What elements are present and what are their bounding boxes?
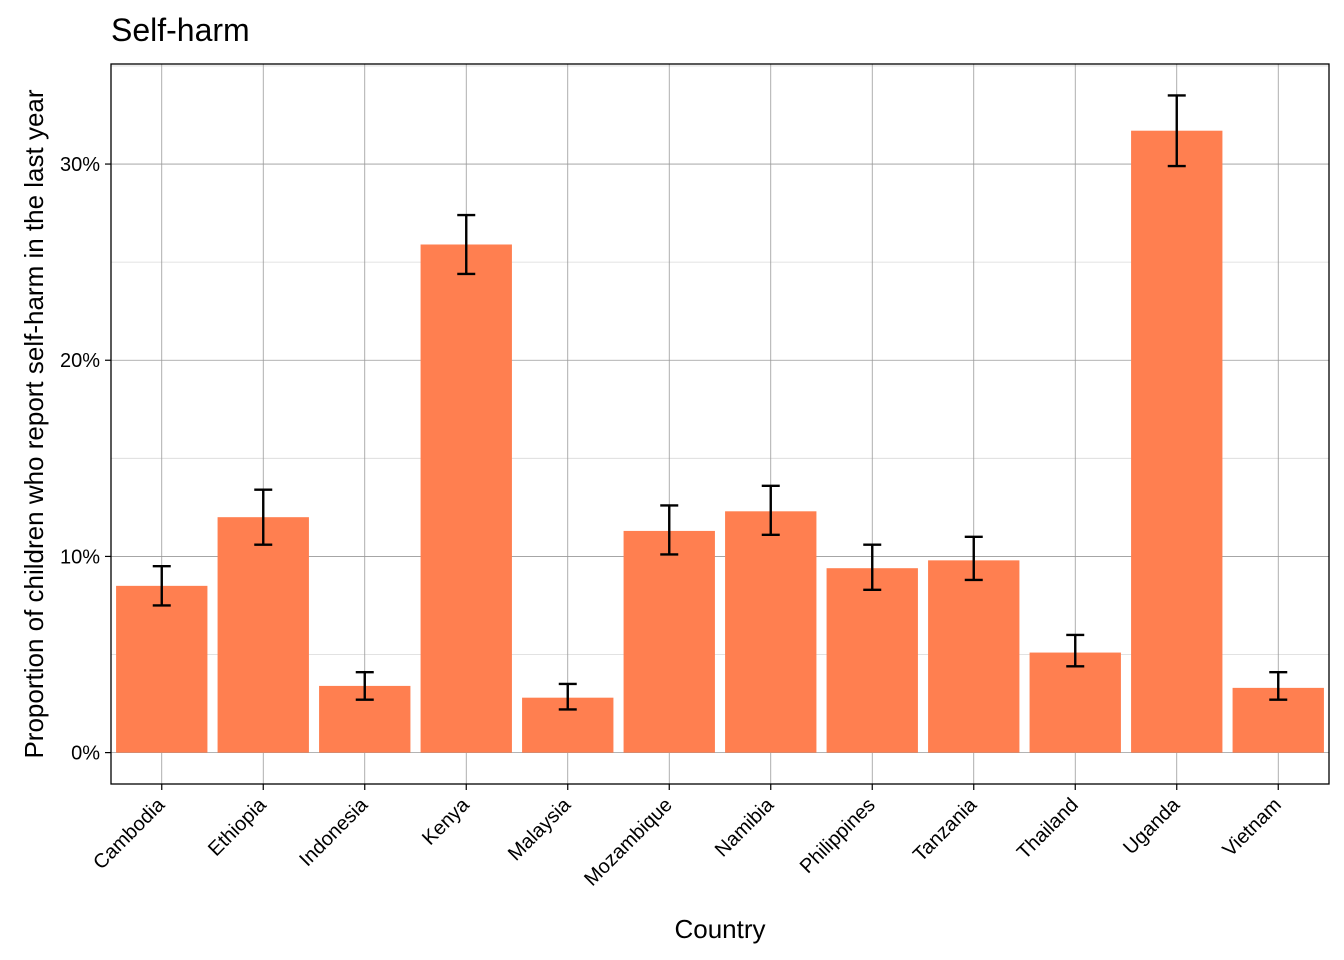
error-bar-philippines — [863, 543, 882, 591]
error-bar-ethiopia — [254, 488, 273, 546]
error-bar-kenya — [457, 213, 476, 276]
x-tick-label: Kenya — [418, 793, 474, 849]
bar-thailand — [1029, 652, 1121, 753]
error-bar-cambodia — [152, 565, 171, 607]
x-tick-label: Vietnam — [1219, 794, 1286, 861]
x-tick-label: Namibia — [711, 793, 779, 861]
y-tick-label: 30% — [60, 154, 100, 176]
y-axis-title: Proportion of children who report self-h… — [19, 89, 49, 758]
x-tick-label: Thailand — [1013, 794, 1083, 864]
x-tick-label: Ethiopia — [204, 793, 271, 860]
x-tick-label: Malaysia — [504, 793, 576, 865]
bar-namibia — [725, 511, 817, 753]
error-bar-mozambique — [660, 504, 679, 556]
y-tick-label: 10% — [60, 546, 100, 568]
bar-tanzania — [928, 560, 1020, 753]
y-tick-label: 20% — [60, 350, 100, 372]
x-tick-label: Indonesia — [295, 793, 373, 871]
error-bar-tanzania — [964, 535, 983, 582]
plot-panel-border — [110, 63, 1330, 785]
bar-kenya — [420, 244, 512, 753]
error-bar-malaysia — [558, 682, 577, 711]
error-bars — [152, 94, 1288, 711]
error-bar-thailand — [1066, 633, 1085, 668]
error-bar-indonesia — [355, 670, 374, 701]
x-tick-label: Cambodia — [89, 793, 170, 874]
x-tick-label: Uganda — [1119, 793, 1185, 859]
bar-uganda — [1131, 130, 1223, 753]
error-bar-uganda — [1167, 94, 1186, 168]
error-bar-vietnam — [1269, 670, 1288, 701]
x-axis-title: Country — [674, 914, 765, 944]
x-tick-label: Mozambique — [580, 794, 677, 891]
bar-mozambique — [623, 530, 715, 753]
x-tick-label: Tanzania — [909, 793, 982, 866]
y-tick-label: 0% — [71, 743, 100, 765]
bars — [116, 130, 1324, 753]
error-bar-namibia — [761, 484, 780, 537]
bar-cambodia — [116, 585, 208, 753]
x-tick-label: Philippines — [796, 794, 880, 878]
bar-philippines — [826, 568, 918, 753]
chart-title: Self-harm — [111, 12, 250, 48]
bar-ethiopia — [217, 517, 309, 753]
